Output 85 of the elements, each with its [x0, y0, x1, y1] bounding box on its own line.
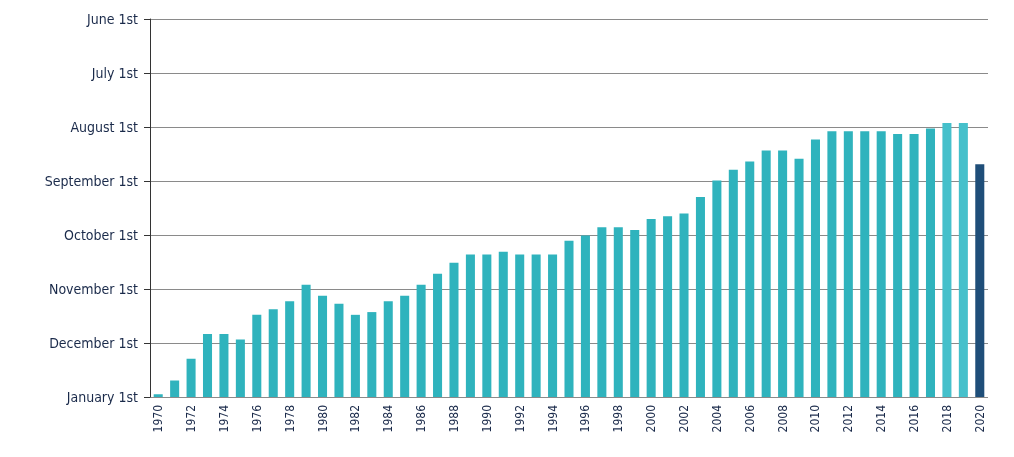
text: December 1st — [49, 335, 139, 351]
x-tick-label: 1976 — [249, 404, 264, 433]
bar — [810, 139, 820, 397]
x-tick-label: 2000 — [644, 404, 659, 433]
text: August 1st — [70, 119, 139, 135]
bar — [630, 229, 640, 397]
bar — [958, 123, 968, 397]
x-tick-label: 1982 — [348, 405, 363, 433]
x-tick-label: 2012 — [841, 405, 856, 433]
x-tick-label: 2018 — [939, 404, 954, 433]
bar — [465, 254, 475, 397]
bar — [367, 312, 377, 397]
x-tick-label: 2008 — [775, 404, 790, 433]
bar — [449, 262, 459, 397]
x-tick-label: 1974 — [216, 404, 231, 433]
bar — [597, 227, 607, 397]
text: June 1st — [86, 11, 139, 27]
bar — [843, 131, 853, 397]
bar — [285, 301, 295, 397]
x-tick-label: 1986 — [414, 404, 429, 433]
bar — [646, 218, 656, 397]
x-tick-label: 1994 — [545, 404, 560, 433]
bar — [400, 295, 410, 397]
bar — [876, 131, 886, 397]
bar — [383, 301, 393, 397]
x-tick-label: 1978 — [282, 404, 297, 433]
text: October 1st — [64, 227, 139, 243]
bar — [482, 254, 492, 397]
text: September 1st — [44, 173, 139, 189]
x-tick-label: 2014 — [874, 404, 889, 433]
text: November 1st — [48, 281, 139, 297]
bar — [893, 134, 903, 397]
bar — [695, 197, 705, 397]
x-tick-label: 1990 — [479, 404, 494, 433]
bar — [235, 339, 245, 397]
bar — [663, 216, 673, 397]
bar — [827, 131, 837, 397]
text: January 1st — [65, 389, 139, 405]
bar — [728, 169, 738, 397]
x-tick-label: 1998 — [611, 404, 626, 433]
bar — [186, 358, 196, 397]
bar — [153, 394, 163, 397]
bar — [301, 284, 311, 397]
x-tick-label: 2002 — [677, 405, 692, 433]
bar — [745, 161, 755, 397]
bar — [860, 131, 870, 397]
bar — [909, 134, 919, 397]
x-tick-label: 1972 — [184, 405, 199, 433]
bar — [268, 309, 278, 397]
bar — [252, 314, 262, 397]
bar — [416, 284, 426, 397]
x-tick-label: 1984 — [381, 404, 396, 433]
x-tick-label: 1996 — [578, 404, 593, 433]
bar — [794, 158, 804, 397]
x-tick-label: 2006 — [742, 404, 757, 433]
bar — [531, 254, 541, 397]
bar — [318, 295, 328, 397]
bar — [219, 334, 229, 397]
bar — [498, 251, 508, 397]
bar — [202, 334, 213, 397]
bar — [350, 314, 360, 397]
bar — [761, 150, 771, 397]
bar — [975, 164, 985, 397]
bar — [433, 273, 443, 397]
x-tick-label: 2010 — [808, 404, 823, 433]
x-tick-label: 1992 — [512, 405, 527, 433]
x-tick-label: 1980 — [315, 404, 330, 433]
bar — [548, 254, 558, 397]
bar — [564, 240, 574, 397]
bar — [580, 235, 590, 397]
x-tick-label: 2004 — [709, 404, 724, 433]
bar — [925, 128, 936, 397]
bar — [712, 180, 722, 397]
x-tick-label: 2020 — [972, 404, 987, 433]
bar — [679, 213, 689, 397]
bar — [515, 254, 525, 397]
bar — [942, 123, 952, 397]
text: July 1st — [90, 65, 139, 81]
bar — [170, 380, 180, 397]
bar — [613, 227, 623, 397]
x-tick-label: 1970 — [151, 404, 166, 433]
x-tick-label: 1988 — [446, 404, 461, 433]
bar — [778, 150, 788, 397]
x-tick-label: 2016 — [907, 404, 922, 433]
bar — [334, 303, 344, 397]
